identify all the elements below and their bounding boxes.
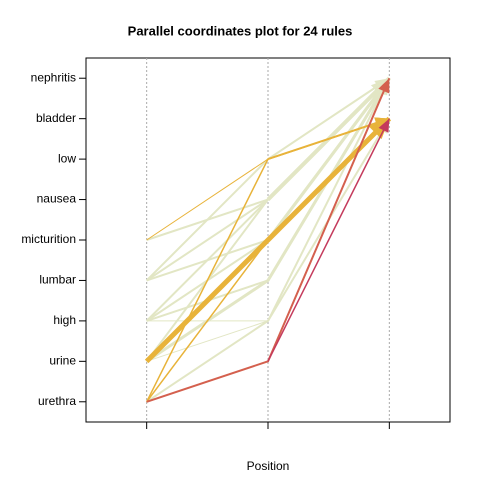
chart-title: Parallel coordinates plot for 24 rules	[128, 23, 353, 38]
y-tick-label: urethra	[38, 394, 76, 408]
arrowhead	[378, 118, 390, 133]
y-tick-label: micturition	[21, 232, 76, 246]
rule-line	[267, 118, 391, 362]
y-tick-label: low	[58, 151, 76, 165]
y-tick-label: urine	[49, 354, 76, 368]
rule-line	[144, 116, 392, 364]
arrowhead	[378, 78, 390, 94]
y-tick-label: bladder	[36, 111, 76, 125]
rule-line	[266, 77, 391, 241]
y-tick-label: nausea	[37, 192, 77, 206]
x-axis-label: Position	[247, 459, 290, 473]
y-tick-label: lumbar	[39, 273, 76, 287]
y-tick-label: high	[53, 313, 76, 327]
y-tick-label: nephritis	[31, 70, 76, 84]
